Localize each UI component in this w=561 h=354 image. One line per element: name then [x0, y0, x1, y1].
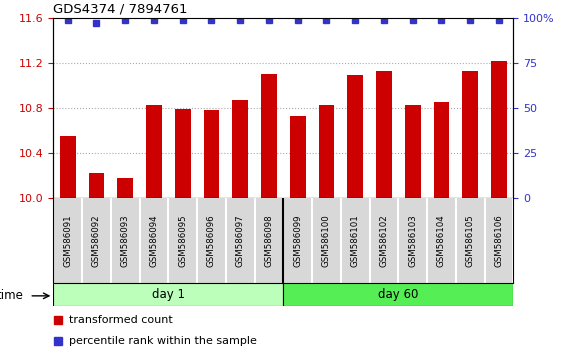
Text: GSM586102: GSM586102 — [379, 214, 388, 267]
Text: time: time — [0, 289, 24, 302]
Text: transformed count: transformed count — [70, 315, 173, 325]
Text: day 1: day 1 — [152, 288, 185, 301]
Text: GSM586095: GSM586095 — [178, 215, 187, 267]
Bar — [261, 74, 277, 198]
Text: GSM586096: GSM586096 — [207, 215, 216, 267]
Text: GSM586091: GSM586091 — [63, 215, 72, 267]
Text: GDS4374 / 7894761: GDS4374 / 7894761 — [53, 2, 188, 15]
Text: GSM586094: GSM586094 — [149, 215, 158, 267]
Bar — [175, 109, 191, 198]
Text: GSM586099: GSM586099 — [293, 215, 302, 267]
Text: GSM586105: GSM586105 — [466, 214, 475, 267]
Bar — [405, 104, 421, 198]
Text: GSM586100: GSM586100 — [322, 214, 331, 267]
Bar — [89, 173, 104, 198]
Bar — [491, 61, 507, 198]
Bar — [283, 283, 513, 306]
Bar — [146, 104, 162, 198]
Bar — [60, 136, 76, 198]
Bar — [376, 71, 392, 198]
Text: GSM586093: GSM586093 — [121, 215, 130, 267]
Text: GSM586104: GSM586104 — [437, 214, 446, 267]
Bar — [462, 71, 478, 198]
Text: GSM586103: GSM586103 — [408, 214, 417, 267]
Text: percentile rank within the sample: percentile rank within the sample — [70, 336, 257, 346]
Text: GSM586092: GSM586092 — [92, 215, 101, 267]
Text: GSM586101: GSM586101 — [351, 214, 360, 267]
Text: GSM586098: GSM586098 — [264, 215, 273, 267]
Text: GSM586106: GSM586106 — [494, 214, 503, 267]
Bar — [53, 283, 283, 306]
Bar — [434, 102, 449, 198]
Bar — [204, 110, 219, 198]
Text: day 60: day 60 — [378, 288, 419, 301]
Bar — [347, 75, 363, 198]
Bar — [117, 178, 133, 198]
Bar — [319, 104, 334, 198]
Bar — [232, 100, 248, 198]
Text: GSM586097: GSM586097 — [236, 215, 245, 267]
Bar — [290, 116, 306, 198]
